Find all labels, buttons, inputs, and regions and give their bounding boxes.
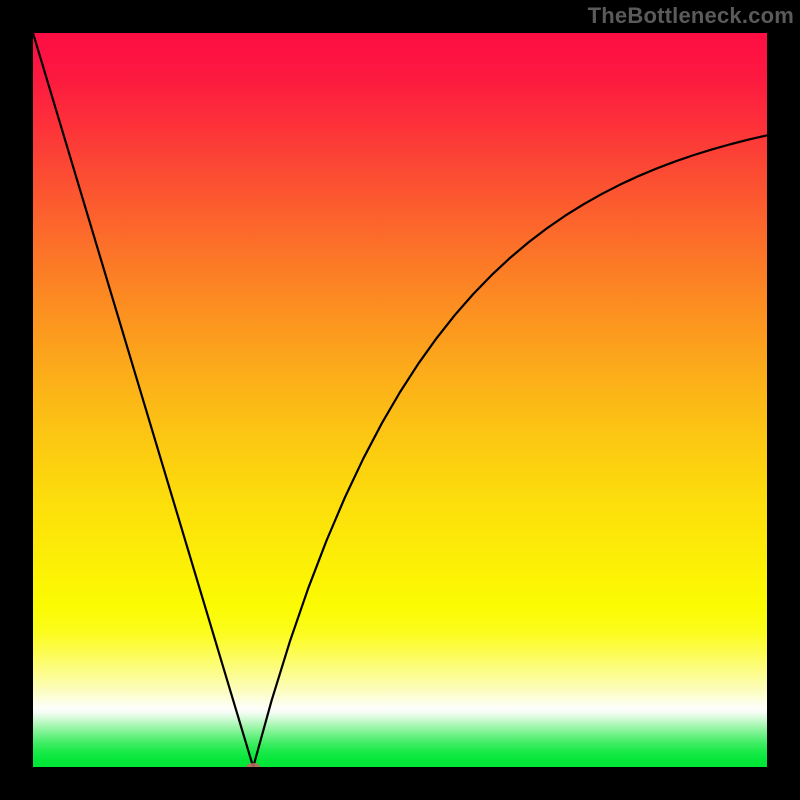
chart-outer-frame: TheBottleneck.com (0, 0, 800, 800)
watermark-text: TheBottleneck.com (588, 3, 794, 28)
watermark: TheBottleneck.com (588, 0, 800, 29)
bottleneck-curve-chart (33, 33, 767, 767)
